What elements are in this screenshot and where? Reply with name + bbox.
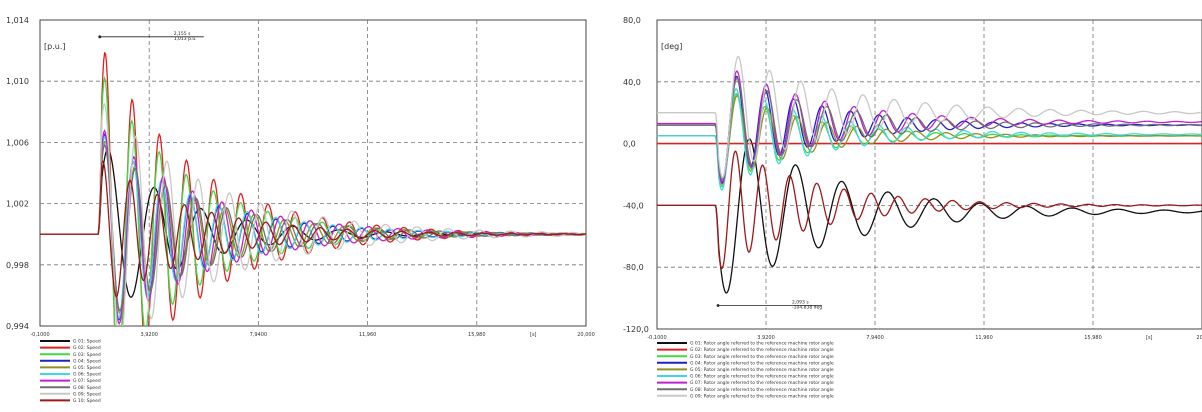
y-tick-label: -80,0 — [623, 263, 644, 272]
legend-label: G 05: Rotor angle referred to the refere… — [690, 367, 834, 373]
y-tick-label: 1,002 — [6, 200, 29, 209]
legend-label: G 03: Rotor angle referred to the refere… — [690, 354, 834, 360]
annotation-label: 2,155 s — [174, 31, 191, 37]
series-line — [40, 143, 586, 312]
series-line — [657, 150, 1202, 270]
legend-label: G 01: Speed — [73, 339, 101, 345]
x-tick-label: 15,980 — [468, 332, 486, 338]
legend-label: G 08: Rotor angle referred to the refere… — [690, 387, 834, 393]
x-tick-label: 11,960 — [975, 335, 993, 341]
plot-frame — [39, 19, 587, 327]
legend-label: G 10: Speed — [73, 398, 101, 404]
y-tick-label: 80,0 — [623, 16, 641, 25]
series-line — [657, 77, 1202, 181]
legend-label: G 06: Rotor angle referred to the refere… — [690, 374, 834, 380]
annotation-label: 1,013 p.u. — [174, 36, 197, 42]
annotation-marker — [716, 304, 720, 307]
y-tick-label: 0,994 — [6, 322, 29, 331]
annotation-marker — [98, 35, 102, 39]
legend-label: G 02: Speed — [73, 345, 101, 351]
annotation-label: -104,838 deg — [792, 305, 822, 311]
y-tick-label: 40,0 — [623, 78, 641, 87]
legend-label: G 08: Speed — [73, 385, 101, 391]
series-line — [657, 55, 1202, 179]
legend-label: G 04: Speed — [73, 358, 101, 364]
annotation-label: 2,093 s — [792, 300, 809, 306]
chart-2: 80,0 40,0 0,0 -40,0 -80,0 -120,0-0,1000 3,9200… — [623, 16, 1202, 399]
chart-1: 1,014 1,010 1,006 1,002 0,998 0,994-0,1000 3,9… — [6, 16, 595, 404]
y-tick-label: 1,010 — [6, 77, 29, 86]
x-unit-label: [s] — [1146, 335, 1153, 341]
y-unit-label: [deg] — [661, 42, 682, 51]
x-tick-label: -0,1000 — [647, 335, 666, 341]
x-tick-label: 7,9400 — [250, 332, 268, 338]
y-tick-label: -120,0 — [623, 325, 649, 334]
x-tick-label: 15,980 — [1084, 335, 1102, 341]
y-tick-label: -40,0 — [623, 201, 644, 210]
series-line — [657, 87, 1202, 191]
series-group — [657, 55, 1202, 294]
legend-label: G 02: Rotor angle referred to the refere… — [690, 347, 834, 353]
x-tick-label: 3,9200 — [140, 332, 158, 338]
x-tick-label: 20,0 — [1196, 335, 1202, 341]
legend-label: G 07: Speed — [73, 378, 101, 384]
x-tick-label: -0,1000 — [30, 332, 49, 338]
legend-label: G 04: Rotor angle referred to the refere… — [690, 360, 834, 366]
y-tick-label: 1,014 — [6, 16, 29, 25]
legend-label: G 03: Speed — [73, 352, 101, 358]
legend-label: G 06: Speed — [73, 372, 101, 378]
x-tick-label: 20,000 — [577, 332, 595, 338]
y-tick-label: 0,998 — [6, 261, 29, 270]
series-group — [40, 51, 586, 326]
y-unit-label: [p.u.] — [44, 42, 65, 51]
y-tick-label: 0,0 — [623, 140, 636, 149]
legend-label: G 07: Rotor angle referred to the refere… — [690, 380, 834, 386]
plot-frame — [656, 19, 1202, 330]
series-line — [40, 160, 586, 299]
legend-label: G 09: Speed — [73, 391, 101, 397]
legend-label: G 01: Rotor angle referred to the refere… — [690, 341, 834, 347]
legend-label: G 05: Speed — [73, 365, 101, 371]
x-tick-label: 11,960 — [359, 332, 377, 338]
series-line — [40, 102, 586, 326]
x-tick-label: 3,9200 — [757, 335, 775, 341]
legend-label: G 09: Rotor angle referred to the refere… — [690, 393, 834, 399]
y-tick-label: 1,006 — [6, 138, 29, 147]
x-unit-label: [s] — [530, 332, 537, 338]
x-tick-label: 7,9400 — [866, 335, 884, 341]
